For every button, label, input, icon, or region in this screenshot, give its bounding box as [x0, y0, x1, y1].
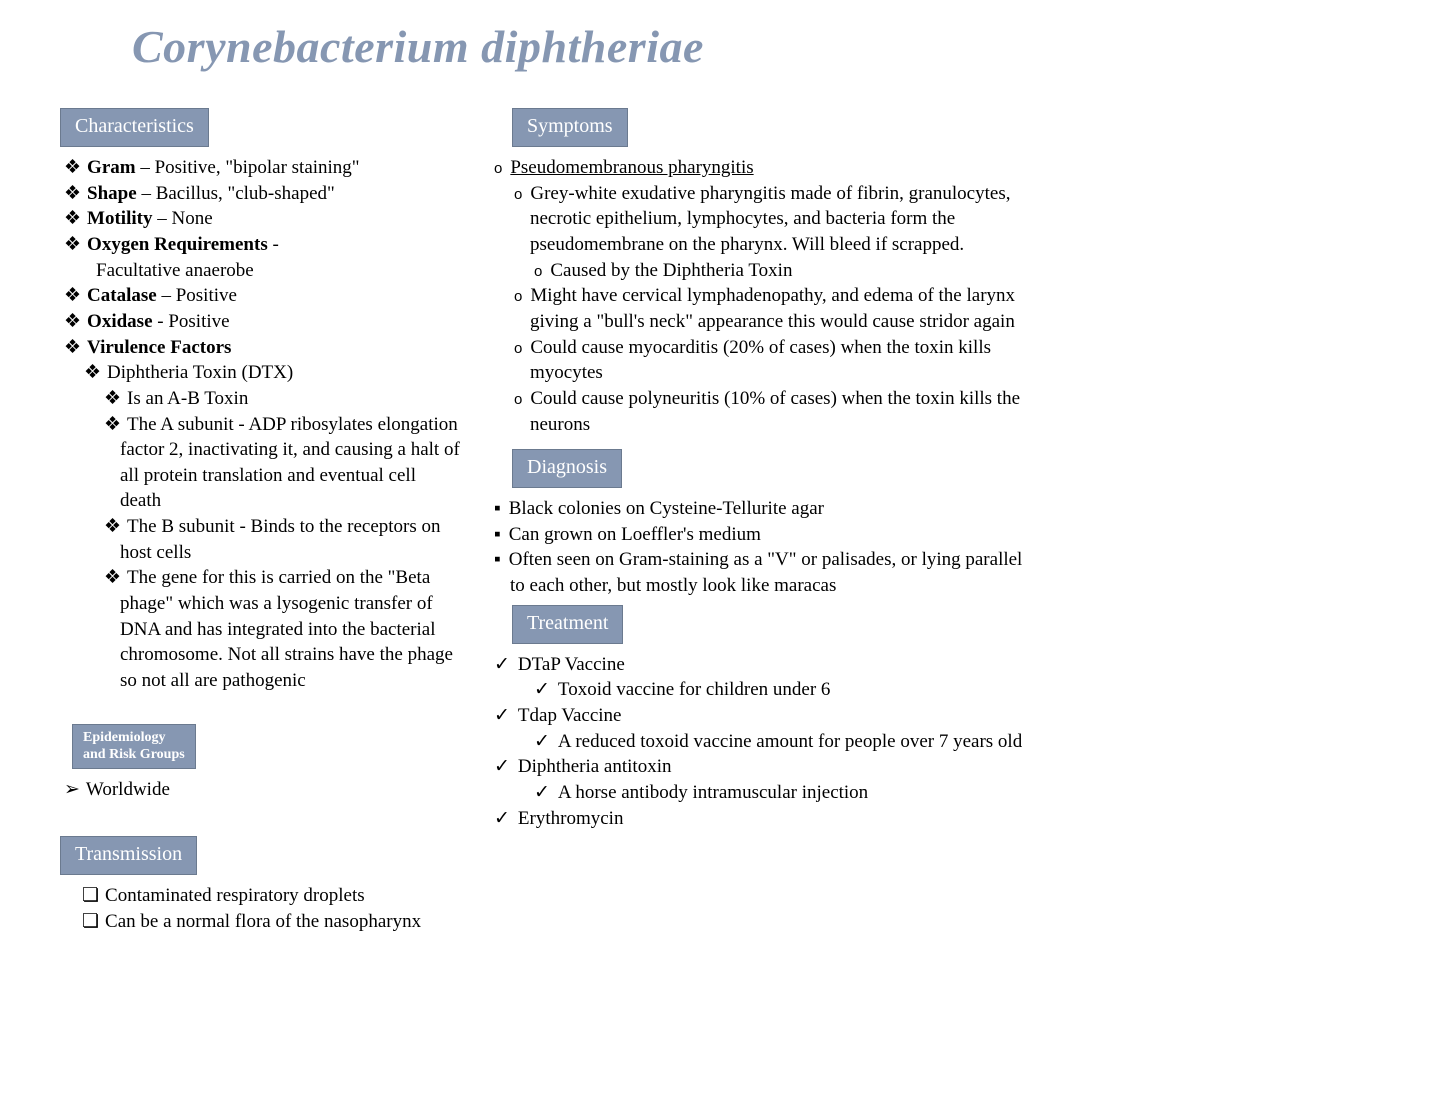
epi-header-line2: and Risk Groups	[83, 747, 185, 762]
trans-item: Can be a normal flora of the nasopharynx	[94, 909, 460, 935]
char-value: – Positive, "bipolar staining"	[136, 157, 360, 178]
char-label: Motility	[87, 208, 152, 229]
char-value: – None	[152, 208, 212, 229]
tx-sublist: A horse antibody intramuscular injection	[490, 780, 1030, 806]
epidemiology-list: Worldwide	[60, 777, 460, 803]
char-value: - Positive	[153, 311, 230, 332]
symptom-sub-sub: Caused by the Diphtheria Toxin	[506, 258, 1030, 284]
char-label: Catalase	[87, 285, 157, 306]
symptom-main: Pseudomembranous pharyngitis	[506, 155, 1030, 181]
vf-item: Diphtheria Toxin (DTX)	[76, 360, 460, 386]
tx-item: DTaP Vaccine	[506, 652, 1030, 678]
char-label: Virulence Factors	[87, 337, 231, 358]
tx-sub: A horse antibody intramuscular injection	[506, 780, 1030, 806]
diagnosis-header: Diagnosis	[512, 449, 622, 488]
page-title: Corynebacterium diphtheriae	[132, 16, 1380, 78]
treatment-list: DTaP Vaccine	[490, 652, 1030, 678]
vf-sublist-1: Diphtheria Toxin (DTX)	[60, 360, 460, 386]
trans-item: Contaminated respiratory droplets	[94, 883, 460, 909]
treatment-block: Treatment DTaP Vaccine Toxoid vaccine fo…	[490, 599, 1030, 831]
char-label: Oxygen Requirements	[87, 234, 268, 255]
tx-item: Diphtheria antitoxin	[506, 754, 1030, 780]
right-column: Symptoms Pseudomembranous pharyngitis Gr…	[490, 102, 1030, 934]
char-label: Gram	[87, 157, 136, 178]
tx-sub: Toxoid vaccine for children under 6	[506, 677, 1030, 703]
symptoms-header: Symptoms	[512, 108, 628, 147]
symptom-sub: Grey-white exudative pharyngitis made of…	[506, 181, 1030, 258]
symptom-sub: Could cause polyneuritis (10% of cases) …	[506, 386, 1030, 437]
transmission-block: Transmission Contaminated respiratory dr…	[60, 830, 460, 934]
epidemiology-header: Epidemiology and Risk Groups	[72, 724, 196, 769]
symptom-sub: Might have cervical lymphadenopathy, and…	[506, 283, 1030, 334]
tx-item: Tdap Vaccine	[506, 703, 1030, 729]
tx-sub: A reduced toxoid vaccine amount for peop…	[506, 729, 1030, 755]
tx-item: Erythromycin	[506, 806, 1030, 832]
diagnosis-block: Diagnosis Black colonies on Cysteine-Tel…	[490, 443, 1030, 599]
char-value: -	[268, 234, 279, 255]
char-value: – Positive	[157, 285, 237, 306]
tx-sublist: Toxoid vaccine for children under 6	[490, 677, 1030, 703]
char-label: Shape	[87, 183, 137, 204]
char-item: Gram – Positive, "bipolar staining"	[76, 155, 460, 181]
vf-item: The A subunit - ADP ribosylates elongati…	[76, 412, 460, 515]
treatment-header: Treatment	[512, 605, 623, 644]
vf-item: Is an A-B Toxin	[76, 386, 460, 412]
transmission-list: Contaminated respiratory droplets Can be…	[78, 883, 460, 934]
char-item: Virulence Factors	[76, 335, 460, 361]
treatment-list: Erythromycin	[490, 806, 1030, 832]
vf-item: The B subunit - Binds to the receptors o…	[76, 514, 460, 565]
symptom-sublist-1: Grey-white exudative pharyngitis made of…	[490, 181, 1030, 258]
symptom-sublist-2: Caused by the Diphtheria Toxin	[490, 258, 1030, 284]
tx-sublist: A reduced toxoid vaccine amount for peop…	[490, 729, 1030, 755]
epidemiology-block: Epidemiology and Risk Groups Worldwide	[72, 718, 460, 803]
transmission-header: Transmission	[60, 836, 197, 875]
characteristics-header: Characteristics	[60, 108, 209, 147]
char-item: Oxygen Requirements -	[76, 232, 460, 258]
vf-sublist-2: Is an A-B Toxin The A subunit - ADP ribo…	[60, 386, 460, 694]
char-value: – Bacillus, "club-shaped"	[137, 183, 335, 204]
epi-item: Worldwide	[76, 777, 460, 803]
dx-item: Black colonies on Cysteine-Tellurite aga…	[506, 496, 1030, 522]
symptom-sublist-3: Might have cervical lymphadenopathy, and…	[490, 283, 1030, 437]
symptoms-list: Pseudomembranous pharyngitis	[490, 155, 1030, 181]
char-item: Oxidase - Positive	[76, 309, 460, 335]
treatment-list: Diphtheria antitoxin	[490, 754, 1030, 780]
epi-header-line1: Epidemiology	[83, 730, 165, 745]
char-item: Shape – Bacillus, "club-shaped"	[76, 181, 460, 207]
char-label: Oxidase	[87, 311, 152, 332]
char-item: Catalase – Positive	[76, 283, 460, 309]
diagnosis-list: Black colonies on Cysteine-Tellurite aga…	[490, 496, 1030, 599]
symptom-main-text: Pseudomembranous pharyngitis	[510, 157, 753, 178]
dx-item: Can grown on Loeffler's medium	[506, 522, 1030, 548]
dx-item: Often seen on Gram-staining as a "V" or …	[506, 547, 1030, 598]
characteristics-list-2: Catalase – Positive Oxidase - Positive V…	[60, 283, 460, 360]
char-sub-line: Facultative anaerobe	[60, 258, 460, 284]
symptom-sub: Could cause myocarditis (20% of cases) w…	[506, 335, 1030, 386]
treatment-list: Tdap Vaccine	[490, 703, 1030, 729]
characteristics-list: Gram – Positive, "bipolar staining" Shap…	[60, 155, 460, 258]
char-item: Motility – None	[76, 206, 460, 232]
content-columns: Characteristics Gram – Positive, "bipola…	[60, 102, 1380, 934]
vf-item: The gene for this is carried on the "Bet…	[76, 565, 460, 693]
left-column: Characteristics Gram – Positive, "bipola…	[60, 102, 460, 934]
